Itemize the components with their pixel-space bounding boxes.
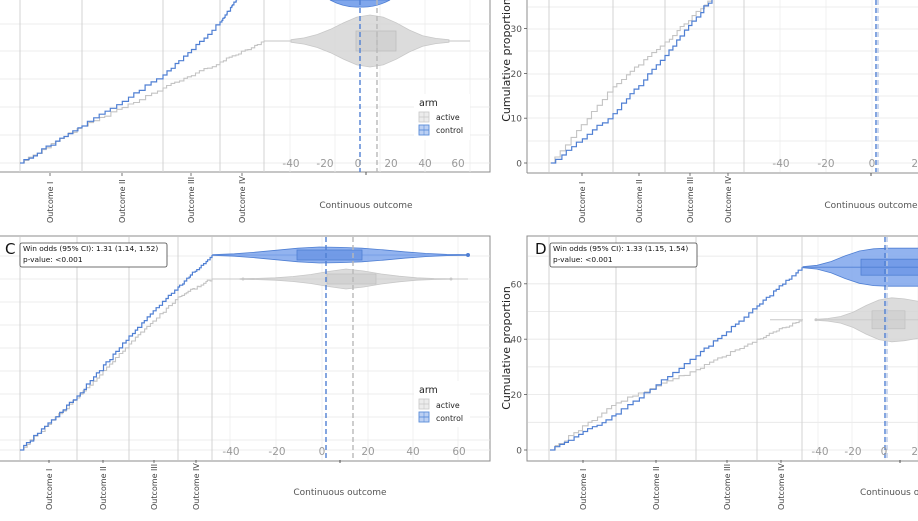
panel-d-label: D — [535, 240, 547, 258]
y-tick-label: 40 — [511, 336, 523, 346]
y-tick-label: 20 — [511, 391, 523, 401]
panel-d: 0 20 40 60 -40 -20 0 20 Outcome I Outcome II Outco… — [511, 235, 918, 510]
continuous-tick-label: 0 — [355, 158, 362, 170]
panel-b-ylabel: Cumulative proportion — [500, 0, 513, 122]
legend-bottom-label-active: active — [436, 401, 460, 410]
continuous-tick-label: -20 — [844, 446, 861, 458]
x-category-label: Outcome I — [46, 182, 55, 223]
x-category-label: Outcome I — [579, 469, 588, 510]
x-category-label: Outcome IV — [724, 176, 733, 223]
continuous-tick-label: 0 — [869, 158, 876, 170]
continuous-tick-label: 20 — [911, 158, 918, 170]
active-cumulative-line — [20, 279, 213, 451]
continuous-tick-label: 60 — [451, 158, 464, 170]
active-cumulative-line — [550, 0, 713, 164]
continuous-tick-label: 0 — [881, 446, 888, 458]
panel-c-continuous-xlabel: Continuous outcome — [293, 488, 387, 498]
legend-top: arm active control — [414, 94, 470, 140]
x-category-label: Outcome IV — [192, 463, 201, 510]
panel-c-win-odds: Win odds (95% CI): 1.31 (1.14, 1.52) — [23, 244, 158, 253]
active-box — [326, 273, 377, 285]
x-category-label: Outcome II — [635, 179, 644, 223]
x-category-label: Outcome IV — [238, 176, 247, 223]
active-outlier-point — [241, 277, 245, 281]
panel-d-win-odds: Win odds (95% CI): 1.33 (1.15, 1.54) — [553, 244, 688, 253]
continuous-tick-label: -20 — [316, 158, 333, 170]
y-tick-label: 0 — [516, 160, 522, 170]
continuous-tick-label: -40 — [811, 446, 828, 458]
continuous-tick-label: 60 — [452, 446, 465, 458]
continuous-tick-label: 40 — [406, 446, 419, 458]
panel-c-label: C — [5, 240, 15, 258]
panel-d-continuous-xlabel: Continuous outcome — [860, 488, 918, 498]
control-box — [296, 249, 363, 261]
legend-bottom: arm active control — [414, 381, 470, 427]
y-tick-label: 60 — [511, 280, 523, 290]
active-box — [355, 30, 397, 52]
control-outlier-point — [466, 253, 470, 257]
panel-a-continuous-xlabel: Continuous outcome — [319, 201, 413, 211]
panel-c-frame — [0, 235, 491, 462]
x-category-label: Outcome IV — [777, 463, 786, 510]
control-cumulative-line — [20, 0, 239, 164]
continuous-tick-label: 20 — [361, 446, 374, 458]
legend-bottom-label-control: control — [436, 414, 463, 423]
legend-bottom-title: arm — [419, 385, 438, 396]
y-tick-label: 20 — [511, 70, 523, 80]
legend-top-label-active: active — [436, 113, 460, 122]
continuous-tick-label: 20 — [911, 446, 918, 458]
active-outlier-point — [449, 277, 453, 281]
x-category-label: Outcome II — [118, 179, 127, 223]
panel-d-ylabel: Cumulative proportion — [500, 286, 513, 410]
x-category-label: Outcome II — [652, 466, 661, 510]
continuous-tick-label: -20 — [268, 446, 285, 458]
continuous-tick-label: -20 — [817, 158, 834, 170]
panel-a: -40 -20 0 20 40 60 Outcome I Outcome II Outcome … — [0, 0, 491, 223]
legend-top-title: arm — [419, 98, 438, 109]
x-category-label: Outcome III — [150, 464, 159, 510]
continuous-tick-label: 0 — [319, 446, 326, 458]
x-category-label: Outcome III — [686, 177, 695, 223]
control-cumulative-line — [551, 0, 713, 164]
panel-c: -40 -20 0 20 40 60 Outcome I Outcome II Outcome … — [0, 235, 491, 510]
continuous-tick-label: -40 — [772, 158, 789, 170]
x-category-label: Outcome I — [578, 182, 587, 223]
panel-c-annotation-box — [19, 242, 168, 268]
continuous-tick-label: 40 — [418, 158, 431, 170]
y-tick-label: 10 — [511, 115, 523, 125]
continuous-tick-label: -40 — [282, 158, 299, 170]
y-tick-label: 30 — [511, 25, 523, 35]
panel-c-p-value: p-value: <0.001 — [23, 255, 83, 264]
panel-d-annotation-box — [549, 242, 698, 268]
panel-b-continuous-xlabel: Continuous outcome — [824, 201, 918, 211]
legend-top-label-control: control — [436, 126, 463, 135]
continuous-tick-label: 20 — [384, 158, 397, 170]
panel-b: 0 10 20 30 -40 -20 0 20 Outcome I Outcome II Outco… — [511, 0, 918, 223]
x-category-label: Outcome III — [187, 177, 196, 223]
panel-a-frame — [0, 0, 491, 173]
control-cumulative-line — [550, 267, 803, 451]
continuous-tick-label: -40 — [222, 446, 239, 458]
active-outlier-point — [814, 318, 818, 322]
control-cumulative-line — [20, 255, 213, 451]
x-category-label: Outcome II — [99, 466, 108, 510]
panel-d-p-value: p-value: <0.001 — [553, 255, 613, 264]
x-category-label: Outcome I — [45, 469, 54, 510]
x-category-label: Outcome III — [723, 464, 732, 510]
active-cumulative-line — [550, 319, 803, 451]
y-tick-label: 0 — [516, 447, 522, 457]
